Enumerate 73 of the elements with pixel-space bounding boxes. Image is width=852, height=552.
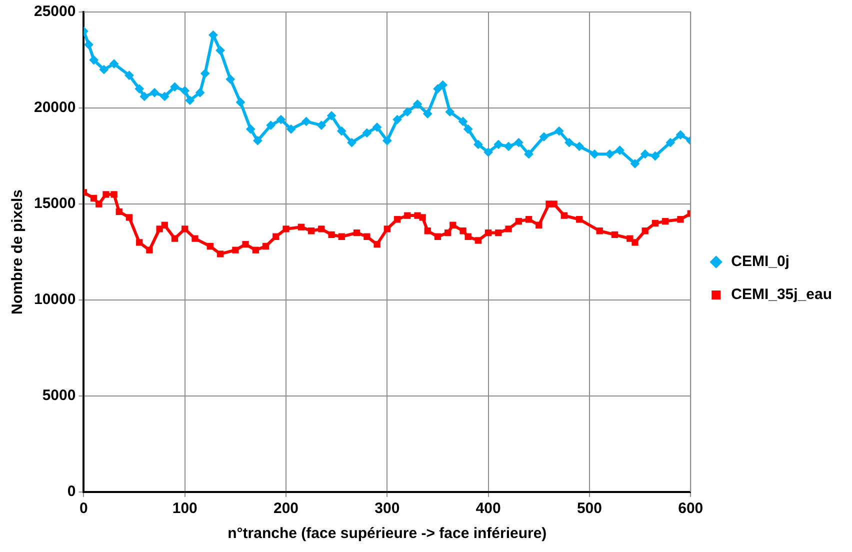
point xyxy=(402,107,412,116)
point xyxy=(134,84,144,94)
point xyxy=(327,111,336,120)
x-tick-label: 600 xyxy=(678,500,704,518)
point xyxy=(185,96,194,105)
y-tick-label: 0 xyxy=(67,483,76,500)
point xyxy=(630,159,640,168)
point xyxy=(524,150,534,159)
point xyxy=(266,120,276,130)
point xyxy=(170,82,180,92)
point xyxy=(615,146,624,155)
point xyxy=(196,88,205,98)
point xyxy=(200,68,210,78)
point xyxy=(253,136,262,146)
point xyxy=(458,116,468,126)
point xyxy=(514,138,524,148)
point xyxy=(180,86,190,96)
point xyxy=(99,65,108,74)
y-tick-label: 10000 xyxy=(34,291,76,308)
y-tick-label: 15000 xyxy=(34,195,76,212)
point xyxy=(494,140,503,149)
point xyxy=(423,109,432,118)
point xyxy=(574,142,584,151)
point xyxy=(445,107,454,116)
point xyxy=(438,80,448,90)
point xyxy=(372,122,382,132)
y-axis-title: Nombre de pixels xyxy=(9,189,26,315)
x-tick-label: 200 xyxy=(273,500,299,518)
point xyxy=(236,98,245,107)
point xyxy=(347,138,356,148)
point xyxy=(484,148,493,157)
legend-label: CEMI_35j_eau xyxy=(731,286,832,304)
point xyxy=(110,59,119,68)
x-tick-label: 500 xyxy=(576,500,602,518)
point xyxy=(392,115,402,124)
legend-label: CEMI_0j xyxy=(731,253,790,270)
point xyxy=(337,126,346,136)
point xyxy=(539,132,548,142)
point xyxy=(666,138,675,148)
y-tick-label: 20000 xyxy=(34,99,76,116)
point xyxy=(433,84,442,94)
point xyxy=(276,115,286,124)
point xyxy=(286,124,296,134)
point xyxy=(382,136,392,146)
point xyxy=(84,40,94,50)
point xyxy=(160,92,170,101)
x-tick-label: 0 xyxy=(80,500,88,518)
point xyxy=(316,120,326,130)
point xyxy=(504,142,514,151)
point xyxy=(676,130,685,140)
point xyxy=(140,92,149,101)
point xyxy=(640,150,650,159)
point xyxy=(650,152,660,160)
point xyxy=(302,116,311,126)
y-tick-label: 5000 xyxy=(42,387,76,404)
x-tick-label: 100 xyxy=(172,500,198,518)
point xyxy=(605,150,614,159)
x-axis-title: n°tranche (face supérieure -> face inférieure) xyxy=(228,525,547,542)
point xyxy=(89,56,98,64)
point xyxy=(150,88,160,98)
y-tick-label: 25000 xyxy=(34,3,76,20)
x-tick-label: 400 xyxy=(476,500,501,518)
point xyxy=(216,46,225,55)
x-tick-label: 300 xyxy=(374,500,400,518)
point xyxy=(246,124,256,134)
point xyxy=(226,74,235,84)
point xyxy=(464,124,473,134)
point xyxy=(554,126,564,136)
point xyxy=(413,100,422,109)
point xyxy=(564,138,574,148)
point xyxy=(474,140,483,149)
point xyxy=(124,70,134,80)
point xyxy=(362,128,372,138)
